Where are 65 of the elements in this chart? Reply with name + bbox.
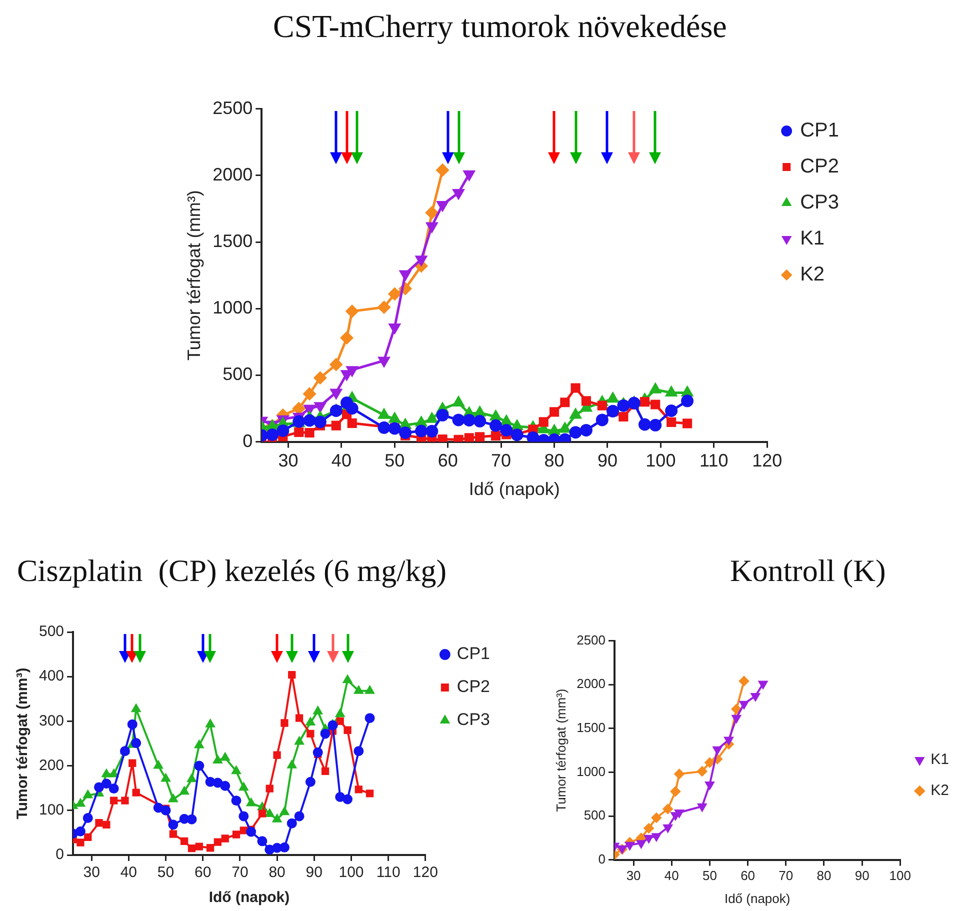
- legend-label: K2: [930, 782, 950, 800]
- y-tick-label: 500: [584, 808, 606, 823]
- y-tick-label: 2000: [212, 164, 253, 184]
- y-axis-title: Tumor térfogat (mm³): [184, 190, 204, 360]
- y-axis-title: Tumor térfogat (mm³): [14, 668, 32, 820]
- x-tick-label: 30: [83, 864, 100, 882]
- legend-label: K1: [930, 751, 950, 768]
- x-axis-title: Idő (napok): [468, 479, 560, 500]
- x-tick-label: 70: [232, 864, 248, 882]
- y-tick-label: 2500: [212, 98, 253, 118]
- chart-title: CST-mCherry tumorok növekedése: [273, 8, 727, 45]
- x-tick-label: 60: [740, 868, 756, 884]
- y-tick-label: 0: [598, 851, 606, 866]
- y-tick-label: 100: [38, 802, 64, 819]
- legend-label: CP3: [456, 710, 490, 730]
- y-tick-label: 200: [38, 756, 64, 774]
- x-tick-label: 30: [278, 450, 298, 471]
- legend-label: CP1: [456, 644, 490, 664]
- y-tick-label: 1000: [212, 298, 253, 318]
- legend-label: CP2: [456, 677, 490, 696]
- x-tick-label: 40: [120, 864, 138, 882]
- chart-title: Kontroll (K): [730, 553, 886, 589]
- chart-title: Ciszplatin (CP) kezelés (6 mg/kg): [17, 553, 447, 589]
- x-tick-label: 50: [702, 868, 717, 884]
- y-tick-label: 1500: [576, 720, 606, 735]
- y-tick-label: 2500: [576, 632, 606, 648]
- x-tick-label: 40: [331, 450, 352, 471]
- y-tick-label: 0: [242, 430, 253, 451]
- y-tick-label: 500: [222, 364, 253, 384]
- x-tick-label: 90: [306, 864, 322, 882]
- x-tick-label: 60: [438, 450, 458, 471]
- y-tick-label: 2000: [576, 676, 606, 692]
- x-axis-title: Idő (napok): [208, 889, 290, 906]
- x-tick-label: 100: [889, 868, 912, 884]
- y-tick-label: 500: [38, 623, 64, 640]
- legend-label: CP1: [800, 120, 839, 142]
- y-tick-label: 1000: [576, 764, 606, 779]
- y-tick-label: 400: [38, 668, 64, 685]
- x-tick-label: 80: [268, 864, 286, 882]
- y-tick-label: 300: [38, 712, 64, 730]
- x-tick-label: 70: [491, 450, 512, 471]
- x-tick-label: 40: [664, 868, 679, 884]
- x-tick-label: 70: [778, 868, 794, 884]
- x-tick-label: 50: [384, 450, 405, 471]
- y-tick-label: 1500: [212, 230, 253, 251]
- x-tick-label: 120: [412, 864, 438, 882]
- x-axis-title: Idő (napok): [724, 890, 790, 906]
- x-tick-label: 110: [700, 450, 728, 471]
- x-tick-label: 110: [376, 864, 400, 882]
- x-tick-label: 90: [854, 868, 870, 884]
- legend-label: K1: [800, 228, 825, 250]
- y-axis-title: Tumor térfogat (mm³): [553, 688, 568, 812]
- legend-label: K2: [800, 264, 825, 286]
- x-tick-label: 80: [816, 868, 832, 884]
- x-tick-label: 60: [194, 864, 212, 882]
- x-tick-label: 100: [646, 450, 676, 471]
- x-tick-label: 30: [626, 868, 641, 884]
- x-tick-label: 120: [752, 450, 782, 471]
- legend-label: CP3: [800, 192, 839, 214]
- y-tick-label: 0: [56, 846, 64, 864]
- x-tick-label: 90: [597, 450, 618, 471]
- x-tick-label: 50: [157, 864, 174, 882]
- legend-label: CP2: [800, 156, 839, 178]
- x-tick-label: 80: [544, 450, 564, 471]
- x-tick-label: 100: [338, 864, 364, 882]
